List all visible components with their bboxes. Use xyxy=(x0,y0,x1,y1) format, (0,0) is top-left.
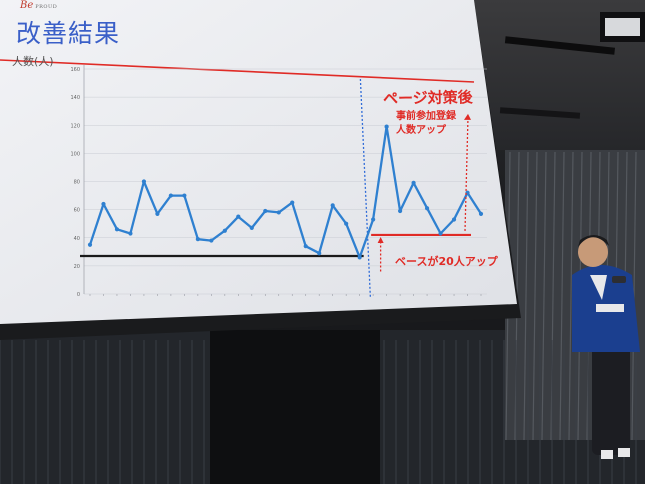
data-point xyxy=(182,193,187,198)
data-point xyxy=(101,201,106,207)
data-point xyxy=(330,203,335,208)
data-point xyxy=(478,211,484,216)
ceiling-lights xyxy=(499,12,645,119)
data-point xyxy=(236,214,241,219)
y-tick-label: 120 xyxy=(70,123,80,129)
y-tick-label: 40 xyxy=(74,236,80,242)
data-point xyxy=(209,238,214,243)
data-point xyxy=(141,179,147,184)
data-point xyxy=(128,231,133,236)
signup-increase-note: 事前参加登録 人数アップ xyxy=(396,110,456,138)
blind-slat xyxy=(568,151,574,441)
y-tick-label: 20 xyxy=(74,264,80,270)
data-point xyxy=(222,228,227,233)
data-point xyxy=(114,227,120,232)
title-underline xyxy=(0,59,475,83)
y-tick-label: 100 xyxy=(70,151,80,157)
data-point xyxy=(303,244,308,249)
data-point xyxy=(411,180,416,186)
signup-note-line-1: 事前参加登録 xyxy=(396,111,456,122)
y-tick-label: 60 xyxy=(74,208,80,214)
y-tick-label: 140 xyxy=(70,95,80,101)
presenter xyxy=(572,235,640,459)
data-point xyxy=(263,208,268,214)
data-point xyxy=(290,200,295,205)
data-point xyxy=(155,211,160,216)
data-point xyxy=(344,221,349,226)
y-tick-label: 160 xyxy=(70,67,80,73)
slide-title: 改善結果 xyxy=(16,19,121,48)
attendance-series-line xyxy=(88,125,482,259)
lower-wall xyxy=(210,330,380,484)
brand-logo: Be PROUD xyxy=(20,0,57,11)
blind-slat xyxy=(541,151,547,441)
blind-slat xyxy=(523,151,529,441)
data-point xyxy=(276,210,281,215)
blind-slat xyxy=(532,151,538,441)
line-chart: 0 20 40 60 80 100 120 140 160 xyxy=(70,65,487,299)
brand-logo-sub: PROUD xyxy=(35,4,58,10)
data-point xyxy=(398,208,403,214)
brand-logo-mark: Be xyxy=(20,0,34,11)
data-point xyxy=(249,225,254,231)
data-point xyxy=(317,251,322,256)
x-axis-ticks xyxy=(89,294,482,296)
data-point xyxy=(424,206,430,211)
projected-slide xyxy=(0,0,517,324)
y-tick-label: 80 xyxy=(74,180,80,186)
y-axis-label: 人数(人) xyxy=(12,55,54,68)
after-measures-label: ページ対策後 xyxy=(382,88,473,108)
data-point xyxy=(168,193,173,198)
data-point xyxy=(371,217,376,222)
data-point xyxy=(195,237,200,242)
y-tick-label: 0 xyxy=(77,292,80,298)
base-increase-note: ベースが20人アップ xyxy=(395,255,498,268)
data-point xyxy=(384,124,389,129)
base-arrow-head xyxy=(377,236,384,243)
attendance-series-points xyxy=(87,124,484,260)
blind-slat xyxy=(559,151,565,441)
data-point xyxy=(451,217,457,222)
increase-arrow-head xyxy=(464,113,471,120)
data-point xyxy=(87,242,93,247)
data-point xyxy=(438,231,443,236)
increase-arrow xyxy=(464,116,469,231)
signup-note-line-2: 人数アップ xyxy=(396,125,446,136)
y-axis-ticks: 0 20 40 60 80 100 120 140 160 xyxy=(70,67,80,298)
data-point xyxy=(357,255,362,260)
measure-start-divider xyxy=(359,78,372,299)
